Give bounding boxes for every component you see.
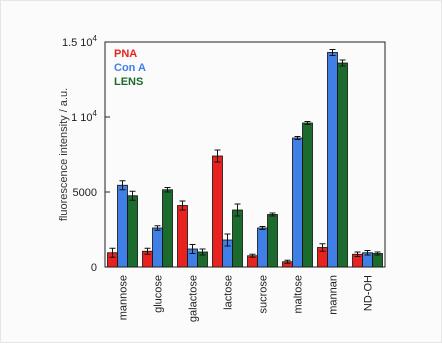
bar — [292, 137, 303, 268]
y-tick-label: 0 — [91, 262, 97, 274]
bar — [267, 214, 278, 268]
bar — [127, 195, 138, 268]
bar — [162, 189, 173, 268]
bar — [327, 52, 338, 268]
x-category-label: lactose — [223, 275, 235, 310]
legend-entry: Con A — [114, 62, 146, 74]
bar — [117, 184, 128, 268]
x-category-label: mannan — [328, 275, 340, 315]
x-category-label: glucose — [153, 275, 165, 313]
y-tick-label: 1.5 104 — [62, 34, 98, 49]
plot-frame — [104, 41, 386, 268]
y-tick-label: 1 104 — [71, 109, 97, 124]
bar — [152, 227, 163, 268]
x-category-label: ND-OH — [363, 275, 375, 311]
x-category-label: mannose — [118, 275, 130, 320]
bar — [212, 155, 223, 268]
bar — [257, 227, 268, 268]
x-category-label: galactose — [188, 275, 200, 322]
legend-entry: LENS — [114, 76, 143, 88]
y-tick-label: 5000 — [73, 187, 97, 199]
y-axis-label: fluorescence intensity / a.u. — [58, 88, 70, 221]
bar — [177, 205, 188, 268]
bar — [302, 122, 313, 268]
bar — [372, 253, 383, 268]
bar — [232, 209, 243, 268]
bar — [337, 62, 348, 268]
legend-entry: PNA — [114, 48, 137, 60]
x-category-label: maltose — [293, 275, 305, 314]
x-category-label: sucrose — [258, 275, 270, 314]
